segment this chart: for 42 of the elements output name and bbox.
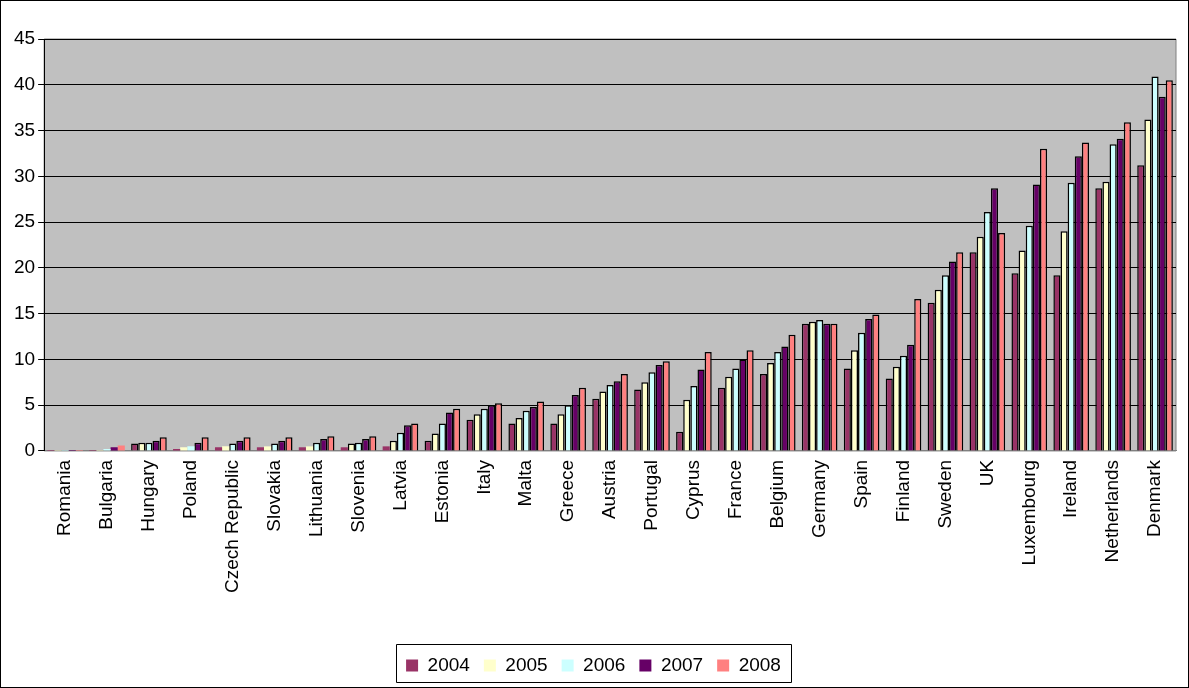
x-tick-label: Hungary [137,459,159,532]
legend-label: 2006 [583,653,626,675]
x-tick-label: Italy [472,459,494,495]
y-tick-label: 0 [24,439,36,461]
y-tick-label: 20 [13,256,36,278]
x-tick-label: Ireland [1059,459,1081,519]
x-tick-label: Romania [53,459,75,536]
x-tick-label: Austria [598,459,620,520]
y-tick-label: 10 [13,347,36,369]
x-tick-label: Latvia [388,459,410,511]
x-tick-label: Sweden [933,459,955,529]
x-tick-label: Poland [179,459,201,520]
x-tick-label: Finland [891,459,913,523]
x-tick-label: Malta [514,459,536,507]
x-tick-label: Belgium [765,459,787,529]
x-tick-label: Luxembourg [1017,459,1039,566]
legend-label: 2004 [427,653,471,675]
x-tick-label: Slovakia [262,459,284,532]
y-tick-label: 25 [13,210,36,232]
y-tick-label: 15 [13,301,36,323]
y-tick-label: 35 [13,118,36,140]
x-tick-label: Spain [849,459,871,509]
x-tick-label: France [724,459,746,520]
y-tick-label: 45 [13,27,36,49]
x-tick-label: Cyprus [682,459,704,521]
x-tick-label: Bulgaria [95,459,117,530]
x-tick-label: Estonia [430,459,452,524]
x-tick-label: Slovenia [346,459,368,533]
x-tick-label: Portugal [640,459,662,531]
x-tick-label: Denmark [1143,459,1165,538]
y-tick-label: 5 [24,393,36,415]
x-tick-label: Lithuania [304,459,326,538]
legend-label: 2007 [660,653,704,675]
x-tick-label: Czech Republic [221,459,243,594]
y-tick-label: 40 [13,73,36,94]
x-tick-label: Germany [807,459,829,539]
x-tick-label: Netherlands [1101,459,1123,563]
legend-label: 2008 [738,653,781,675]
x-tick-label: Greece [556,459,578,523]
x-tick-label: UK [975,459,997,487]
y-tick-label: 30 [13,164,36,186]
legend-label: 2005 [505,653,548,675]
